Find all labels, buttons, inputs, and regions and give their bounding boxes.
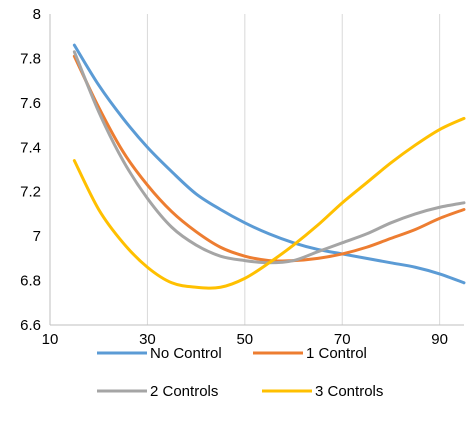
y-tick-label: 7.6 [20, 95, 41, 112]
y-tick-label: 7.2 [20, 184, 41, 201]
series-lines [72, 43, 466, 290]
y-tick-label: 8 [33, 6, 41, 23]
legend-label: No Control [150, 345, 222, 362]
x-tick-label: 50 [236, 331, 253, 348]
series-line-no-control [72, 43, 466, 285]
legend-label: 1 Control [306, 345, 367, 362]
legend-item-1-control: 1 Control [253, 345, 367, 362]
series-line-3-controls [72, 116, 466, 290]
legend: No Control 1 Control 2 Controls 3 Controls [97, 345, 383, 400]
y-tick-label: 7.4 [20, 139, 41, 156]
x-tick-label: 10 [42, 331, 59, 348]
series-line-2-controls [72, 50, 466, 265]
series-line-1-control [72, 54, 466, 263]
legend-item-3-controls: 3 Controls [262, 383, 383, 400]
legend-label: 2 Controls [150, 383, 218, 400]
y-tick-labels: 6.6 6.8 7 7.2 7.4 7.6 7.8 8 [20, 6, 41, 334]
y-tick-label: 6.8 [20, 273, 41, 290]
y-tick-label: 6.6 [20, 317, 41, 334]
legend-item-2-controls: 2 Controls [97, 383, 218, 400]
legend-item-no-control: No Control [97, 345, 222, 362]
y-tick-label: 7 [33, 228, 41, 245]
x-tick-labels: 10 30 50 70 90 [42, 331, 448, 348]
legend-label: 3 Controls [315, 383, 383, 400]
y-tick-label: 7.8 [20, 50, 41, 67]
gridlines [146, 14, 441, 325]
x-tick-label: 30 [139, 331, 156, 348]
x-tick-label: 90 [431, 331, 448, 348]
x-tick-label: 70 [334, 331, 351, 348]
axes [49, 14, 464, 326]
